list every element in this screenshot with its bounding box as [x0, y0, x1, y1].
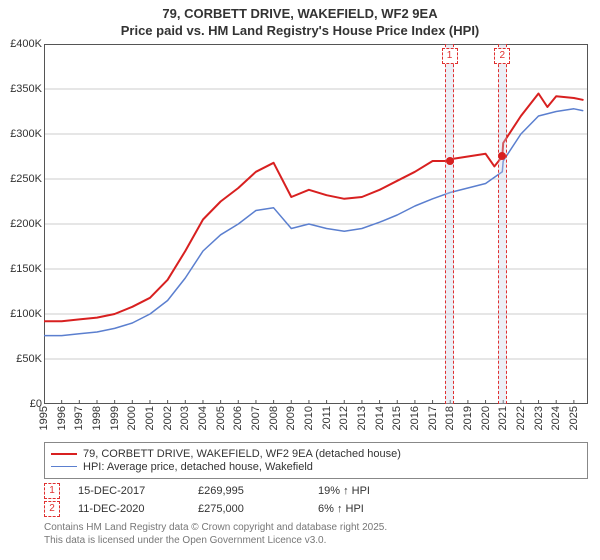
chart-plot-area: £0£50K£100K£150K£200K£250K£300K£350K£400…: [44, 44, 588, 404]
sale-row-badge: 1: [44, 483, 60, 499]
y-tick-label: £400K: [10, 38, 42, 50]
x-tick-label: 2011: [321, 406, 333, 430]
x-tick-label: 2012: [338, 406, 350, 430]
sale-dot: [498, 152, 506, 160]
x-tick-label: 2007: [250, 406, 262, 430]
x-tick-label: 2021: [497, 406, 509, 430]
x-tick-label: 2009: [285, 406, 297, 430]
title-line-1: 79, CORBETT DRIVE, WAKEFIELD, WF2 9EA: [0, 6, 600, 23]
legend-item: HPI: Average price, detached house, Wake…: [51, 461, 581, 473]
x-tick-label: 2008: [268, 406, 280, 430]
y-axis-labels: £0£50K£100K£150K£200K£250K£300K£350K£400…: [0, 44, 44, 404]
footnote-line-2: This data is licensed under the Open Gov…: [44, 534, 588, 547]
y-tick-label: £200K: [10, 218, 42, 230]
legend: 79, CORBETT DRIVE, WAKEFIELD, WF2 9EA (d…: [44, 442, 588, 479]
y-tick-label: £50K: [16, 353, 42, 365]
sale-marker-badge: 1: [442, 48, 458, 64]
sale-date: 15-DEC-2017: [78, 485, 198, 497]
x-tick-label: 2018: [444, 406, 456, 430]
x-axis-labels: 1995199619971998199920002001200220032004…: [44, 404, 588, 438]
sale-vs-hpi: 19% ↑ HPI: [318, 485, 438, 497]
x-tick-label: 1997: [73, 406, 85, 430]
y-tick-label: £300K: [10, 128, 42, 140]
x-tick-label: 2001: [144, 406, 156, 430]
footnote: Contains HM Land Registry data © Crown c…: [44, 521, 588, 547]
sale-marker-band: [445, 44, 454, 404]
x-tick-label: 2017: [427, 406, 439, 430]
sale-dot: [446, 157, 454, 165]
legend-swatch: [51, 453, 77, 455]
y-tick-label: £250K: [10, 173, 42, 185]
sales-table: 1 15-DEC-2017£269,99519% ↑ HPI 2 11-DEC-202…: [44, 483, 588, 517]
chart-title-block: 79, CORBETT DRIVE, WAKEFIELD, WF2 9EA Pr…: [0, 0, 600, 40]
legend-swatch: [51, 466, 77, 467]
x-tick-label: 1999: [109, 406, 121, 430]
x-tick-label: 2024: [550, 406, 562, 430]
legend-item: 79, CORBETT DRIVE, WAKEFIELD, WF2 9EA (d…: [51, 448, 581, 460]
x-tick-label: 2006: [232, 406, 244, 430]
x-tick-label: 2022: [515, 406, 527, 430]
x-tick-label: 2005: [215, 406, 227, 430]
x-tick-label: 2000: [126, 406, 138, 430]
sale-date: 11-DEC-2020: [78, 503, 198, 515]
x-tick-label: 2003: [179, 406, 191, 430]
x-tick-label: 1995: [38, 406, 50, 430]
y-tick-label: £100K: [10, 308, 42, 320]
sale-row: 2 11-DEC-2020£275,0006% ↑ HPI: [44, 501, 588, 517]
sale-price: £275,000: [198, 503, 318, 515]
x-tick-label: 2015: [391, 406, 403, 430]
x-tick-label: 2025: [568, 406, 580, 430]
x-tick-label: 2013: [356, 406, 368, 430]
sale-price: £269,995: [198, 485, 318, 497]
x-tick-label: 2020: [480, 406, 492, 430]
y-tick-label: £150K: [10, 263, 42, 275]
x-tick-label: 2019: [462, 406, 474, 430]
sale-vs-hpi: 6% ↑ HPI: [318, 503, 438, 515]
sale-marker-band: [498, 44, 507, 404]
sale-row-badge: 2: [44, 501, 60, 517]
footnote-line-1: Contains HM Land Registry data © Crown c…: [44, 521, 588, 534]
title-line-2: Price paid vs. HM Land Registry's House …: [0, 23, 600, 40]
sale-row: 1 15-DEC-2017£269,99519% ↑ HPI: [44, 483, 588, 499]
x-tick-label: 2004: [197, 406, 209, 430]
x-tick-label: 2014: [374, 406, 386, 430]
x-tick-label: 1998: [91, 406, 103, 430]
x-tick-label: 2002: [162, 406, 174, 430]
legend-label: HPI: Average price, detached house, Wake…: [83, 461, 313, 473]
x-tick-label: 2016: [409, 406, 421, 430]
legend-label: 79, CORBETT DRIVE, WAKEFIELD, WF2 9EA (d…: [83, 448, 401, 460]
x-tick-label: 2023: [533, 406, 545, 430]
y-tick-label: £350K: [10, 83, 42, 95]
sale-marker-badge: 2: [494, 48, 510, 64]
x-tick-label: 2010: [303, 406, 315, 430]
x-tick-label: 1996: [56, 406, 68, 430]
